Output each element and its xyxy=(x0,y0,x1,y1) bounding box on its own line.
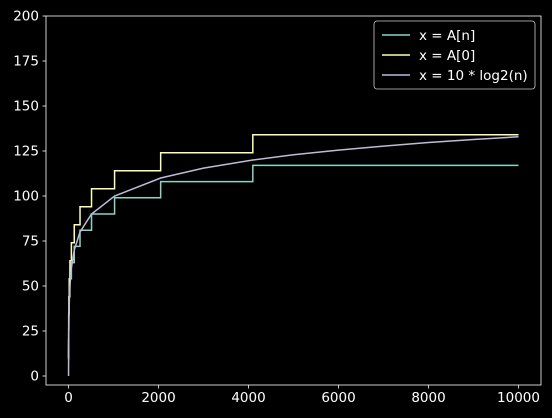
y-tick-label: 0 xyxy=(30,369,39,385)
x-tick-label: 4000 xyxy=(231,390,265,406)
y-tick-label: 200 xyxy=(13,9,39,25)
series-line-3 xyxy=(67,136,519,377)
legend-label-2: x = A[0] xyxy=(419,48,475,64)
x-tick-label: 10000 xyxy=(497,390,540,406)
y-tick-label: 175 xyxy=(13,54,39,70)
y-tick-label: 100 xyxy=(13,189,39,205)
x-tick-label: 8000 xyxy=(411,390,445,406)
y-tick-label: 125 xyxy=(13,144,39,160)
x-tick-label: 2000 xyxy=(141,390,175,406)
x-tick-label: 0 xyxy=(64,390,73,406)
y-tick-label: 150 xyxy=(13,99,39,115)
legend-label-1: x = A[n] xyxy=(419,28,475,44)
legend: x = A[n] x = A[0] x = 10 * log2(n) xyxy=(373,20,536,90)
x-tick-label: 6000 xyxy=(321,390,355,406)
y-tick-label: 25 xyxy=(22,324,39,340)
y-tick-label: 50 xyxy=(22,279,39,295)
legend-label-3: x = 10 * log2(n) xyxy=(419,68,528,84)
plot-frame xyxy=(45,15,542,386)
legend-box xyxy=(373,20,536,90)
y-tick-label: 75 xyxy=(22,234,39,250)
